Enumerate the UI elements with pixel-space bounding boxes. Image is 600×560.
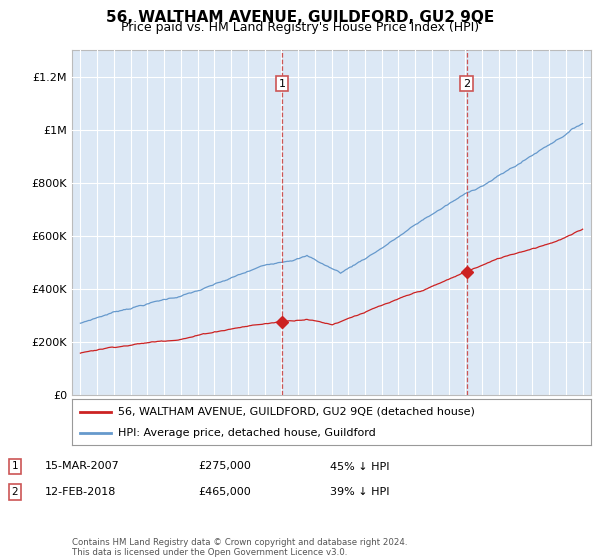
- Text: £275,000: £275,000: [198, 461, 251, 472]
- Text: 56, WALTHAM AVENUE, GUILDFORD, GU2 9QE (detached house): 56, WALTHAM AVENUE, GUILDFORD, GU2 9QE (…: [118, 407, 475, 417]
- Text: 2: 2: [11, 487, 19, 497]
- Text: 1: 1: [278, 78, 286, 88]
- Text: £465,000: £465,000: [198, 487, 251, 497]
- Text: 45% ↓ HPI: 45% ↓ HPI: [330, 461, 389, 472]
- Text: 1: 1: [11, 461, 19, 472]
- Text: 15-MAR-2007: 15-MAR-2007: [45, 461, 120, 472]
- Bar: [282, 50, 467, 395]
- Text: HPI: Average price, detached house, Guildford: HPI: Average price, detached house, Guil…: [118, 428, 376, 438]
- Text: 2: 2: [463, 78, 470, 88]
- Text: Price paid vs. HM Land Registry's House Price Index (HPI): Price paid vs. HM Land Registry's House …: [121, 21, 479, 34]
- Text: 39% ↓ HPI: 39% ↓ HPI: [330, 487, 389, 497]
- Text: 12-FEB-2018: 12-FEB-2018: [45, 487, 116, 497]
- Text: 56, WALTHAM AVENUE, GUILDFORD, GU2 9QE: 56, WALTHAM AVENUE, GUILDFORD, GU2 9QE: [106, 10, 494, 25]
- Text: Contains HM Land Registry data © Crown copyright and database right 2024.
This d: Contains HM Land Registry data © Crown c…: [72, 538, 407, 557]
